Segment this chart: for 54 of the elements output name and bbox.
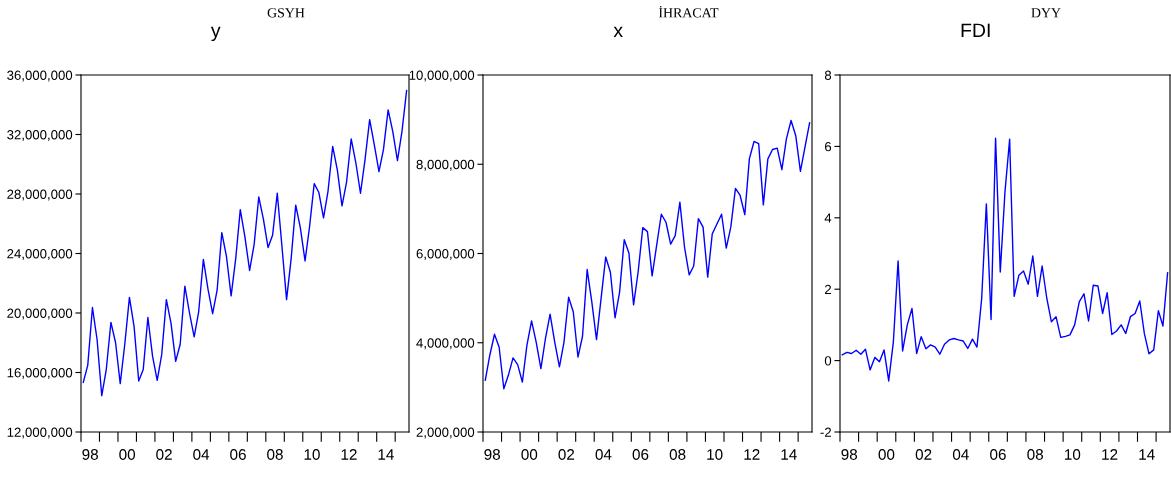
chart-subtitle: GSYH — [267, 8, 305, 18]
y-tick-label: 36,000,000 — [7, 70, 73, 82]
x-tick-label: 02 — [156, 449, 172, 460]
x-tick-label: 08 — [669, 449, 686, 460]
line-series — [484, 119, 811, 390]
y-tick-label: 10,000,000 — [409, 70, 475, 82]
x-tick-label: 02 — [558, 449, 575, 460]
y-tick-label: 2,000,000 — [416, 427, 475, 439]
x-tick-label: 00 — [119, 449, 136, 460]
x-tick-label: 02 — [915, 449, 932, 460]
x-tick-label: 00 — [521, 449, 538, 460]
y-tick-label: 8,000,000 — [416, 159, 475, 171]
x-tick-label: 00 — [878, 449, 895, 460]
y-tick-label: 24,000,000 — [7, 249, 73, 260]
x-tick-label: 10 — [1065, 449, 1081, 460]
y-tick-label: 6,000,000 — [416, 249, 475, 260]
y-tick-label: 4,000,000 — [416, 338, 475, 350]
x-tick-label: 98 — [841, 449, 858, 460]
x-tick-label: 10 — [707, 449, 723, 460]
chart-title: x — [613, 26, 623, 38]
y-tick-label: 6 — [825, 141, 832, 152]
x-tick-label: 12 — [341, 449, 357, 460]
x-tick-label: 08 — [1027, 449, 1044, 460]
x-tick-label: 08 — [267, 449, 283, 460]
x-tick-label: 04 — [952, 449, 969, 460]
y-tick-label: 32,000,000 — [7, 130, 73, 141]
y-tick-label: 8 — [824, 70, 832, 80]
x-tick-label: 14 — [781, 449, 797, 460]
line-series — [82, 89, 408, 397]
chart-title: y — [210, 26, 221, 42]
y-tick-label: 0 — [824, 356, 832, 366]
x-tick-label: 98 — [484, 449, 501, 460]
x-tick-label: 06 — [990, 449, 1006, 460]
x-tick-label: 04 — [193, 449, 210, 460]
y-tick-label: 16,000,000 — [7, 368, 73, 379]
chart-subtitle: DYY — [1031, 8, 1061, 18]
x-tick-label: 14 — [1139, 449, 1155, 460]
y-tick-label: 4 — [824, 213, 832, 223]
y-tick-label: 2 — [824, 284, 831, 294]
y-tick-label: 20,000,000 — [7, 308, 73, 320]
y-tick-label: 12,000,000 — [7, 427, 73, 439]
chart-subtitle: İHRACAT — [658, 5, 719, 18]
x-tick-label: 12 — [744, 449, 760, 460]
x-tick-label: 10 — [304, 449, 320, 460]
y-tick-label: 28,000,000 — [7, 189, 73, 201]
x-tick-label: 04 — [595, 449, 612, 460]
x-tick-label: 06 — [230, 449, 246, 460]
x-tick-label: 12 — [1102, 449, 1118, 460]
x-tick-label: 06 — [632, 449, 649, 460]
x-tick-label: 98 — [82, 449, 98, 460]
chart-title: FDI — [961, 23, 990, 38]
line-series — [841, 137, 1169, 382]
x-tick-label: 14 — [378, 449, 394, 460]
y-tick-label: -2 — [820, 427, 832, 437]
